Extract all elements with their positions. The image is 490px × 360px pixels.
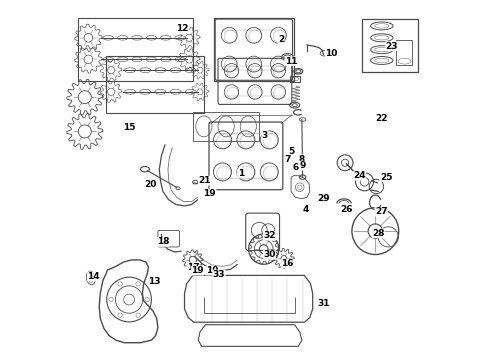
Text: 25: 25 — [380, 173, 392, 181]
Bar — [77, 18, 193, 81]
Text: 18: 18 — [157, 238, 169, 246]
Bar — [294, 69, 302, 74]
Bar — [106, 56, 204, 113]
Text: 11: 11 — [285, 57, 297, 66]
Text: 20: 20 — [144, 180, 156, 189]
Text: 14: 14 — [88, 272, 100, 281]
Text: 23: 23 — [386, 41, 398, 50]
Bar — [290, 76, 300, 82]
Text: 27: 27 — [375, 207, 388, 216]
Text: 33: 33 — [213, 270, 225, 279]
Text: 32: 32 — [263, 231, 276, 240]
Text: 31: 31 — [317, 299, 330, 307]
Bar — [193, 112, 259, 141]
Text: 28: 28 — [372, 229, 385, 238]
Text: 13: 13 — [148, 277, 161, 286]
Text: 1: 1 — [238, 169, 244, 178]
Text: 21: 21 — [198, 176, 211, 185]
Text: 15: 15 — [123, 123, 135, 132]
Text: 12: 12 — [176, 24, 189, 33]
Text: 26: 26 — [340, 205, 353, 214]
Text: 9: 9 — [299, 161, 306, 170]
Text: 17: 17 — [187, 263, 199, 271]
Text: 19: 19 — [206, 266, 218, 275]
Text: 19: 19 — [203, 189, 216, 198]
Text: 5: 5 — [288, 148, 294, 156]
Text: 3: 3 — [262, 130, 268, 139]
Text: 30: 30 — [263, 251, 276, 259]
Bar — [362, 19, 418, 72]
Text: 7: 7 — [284, 154, 291, 163]
Text: 4: 4 — [302, 205, 309, 214]
Text: 22: 22 — [375, 113, 387, 122]
Text: 6: 6 — [292, 163, 298, 172]
Text: 2: 2 — [278, 35, 284, 44]
Text: 10: 10 — [325, 49, 338, 58]
Bar — [396, 40, 413, 65]
Text: 16: 16 — [281, 259, 294, 268]
Text: 8: 8 — [298, 154, 304, 163]
Text: 24: 24 — [353, 171, 366, 180]
Text: 29: 29 — [317, 194, 330, 203]
Text: 19: 19 — [191, 266, 204, 275]
Bar — [215, 18, 294, 81]
